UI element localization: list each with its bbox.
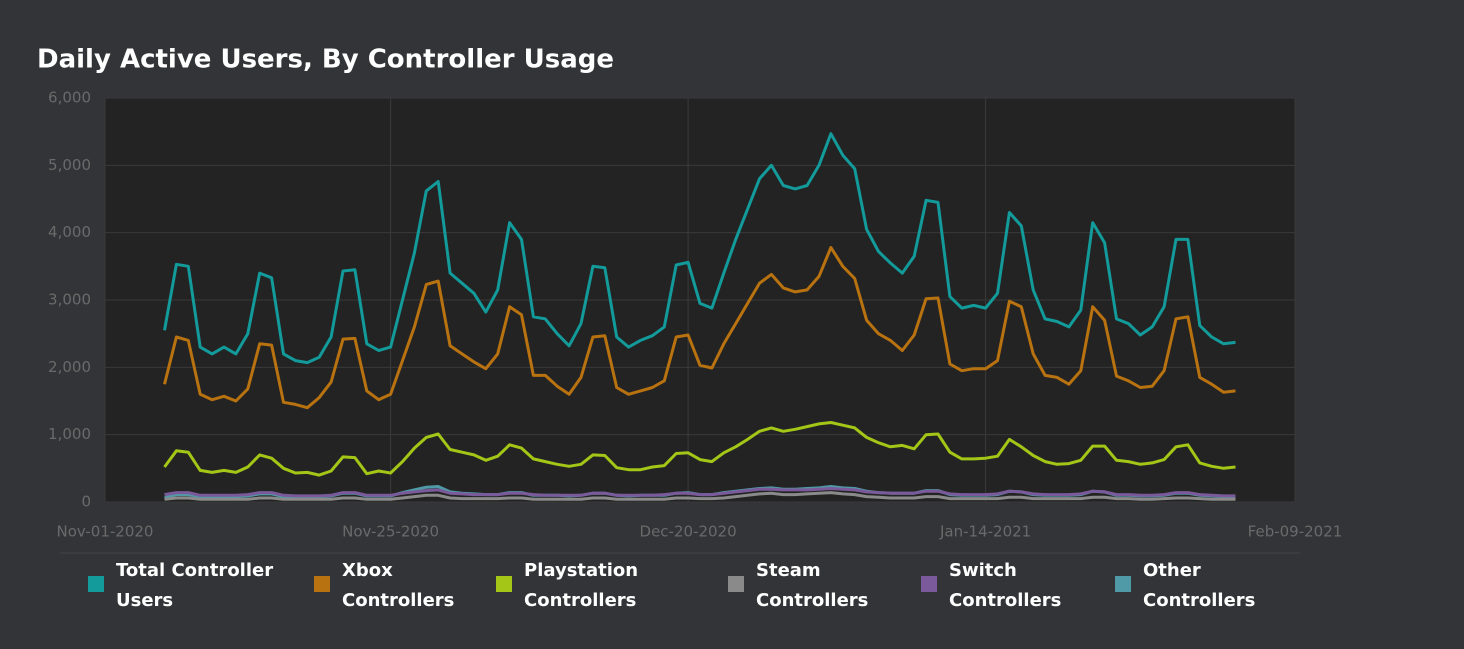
y-tick-label: 3,000 <box>48 291 91 309</box>
legend-label: Other Controllers <box>1143 560 1256 611</box>
legend-label: Steam Controllers <box>756 560 869 611</box>
legend-swatch <box>1115 576 1131 592</box>
legend: Total Controller Users Xbox Controllers Pl… <box>0 556 1464 626</box>
chart: Daily Active Users, By Controller Usage … <box>37 44 1343 554</box>
y-tick-label: 0 <box>81 493 91 511</box>
legend-label: Switch Controllers <box>949 560 1062 611</box>
legend-label: Total Controller Users <box>116 560 274 611</box>
x-tick-label: Nov-25-2020 <box>342 523 439 541</box>
y-tick-label: 2,000 <box>48 358 91 376</box>
legend-swatch <box>921 576 937 592</box>
chart-title: Daily Active Users, By Controller Usage <box>37 45 614 75</box>
legend-item[interactable]: Total Controller Users <box>88 556 276 616</box>
x-tick-label: Nov-01-2020 <box>57 523 154 541</box>
legend-label: Playstation Controllers <box>524 560 639 611</box>
legend-item[interactable]: Playstation Controllers <box>496 556 644 616</box>
y-tick-label: 4,000 <box>48 223 91 241</box>
series-line <box>164 491 1236 501</box>
y-tick-label: 6,000 <box>48 89 91 107</box>
y-tick-label: 5,000 <box>48 156 91 174</box>
legend-item[interactable]: Xbox Controllers <box>314 556 462 616</box>
legend-swatch <box>496 576 512 592</box>
x-tick-label: Dec-20-2020 <box>640 523 737 541</box>
legend-item[interactable]: Other Controllers <box>1115 556 1263 616</box>
legend-item[interactable]: Switch Controllers <box>921 556 1069 616</box>
series-line <box>163 421 1236 477</box>
legend-item[interactable]: Steam Controllers <box>728 556 876 616</box>
legend-swatch <box>314 576 330 592</box>
legend-swatch <box>728 576 744 592</box>
x-tick-label: Jan-14-2021 <box>939 523 1031 541</box>
x-tick-label: Feb-09-2021 <box>1248 523 1343 541</box>
series-line <box>163 246 1236 410</box>
legend-swatch <box>88 576 104 592</box>
legend-label: Xbox Controllers <box>342 560 455 611</box>
series-line <box>163 132 1236 365</box>
y-tick-label: 1,000 <box>48 425 91 443</box>
series-line <box>164 487 1236 498</box>
